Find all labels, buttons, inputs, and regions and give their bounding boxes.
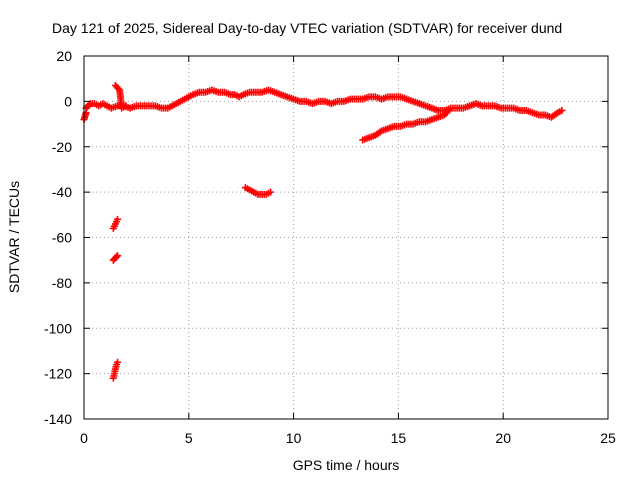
data-points (80, 81, 566, 382)
series-cluster-B (109, 252, 122, 264)
data-point (443, 108, 451, 116)
data-point (558, 106, 566, 114)
x-tick-label: 15 (391, 430, 407, 446)
x-tick-label: 25 (600, 430, 616, 446)
data-point (85, 101, 93, 109)
series-cluster-A (109, 215, 122, 232)
y-tick-label: -120 (44, 366, 72, 382)
x-tick-label: 0 (80, 430, 88, 446)
data-point (112, 253, 120, 261)
axis-ticks (83, 55, 609, 420)
data-point (122, 102, 130, 110)
x-tick-label: 20 (495, 430, 511, 446)
series-main-trace (82, 86, 566, 121)
data-point (267, 188, 275, 196)
y-tick-label: -40 (52, 184, 72, 200)
y-tick-label: -140 (44, 411, 72, 427)
y-axis-label: SDTVAR / TECUs (6, 181, 22, 293)
series-cluster-C (109, 358, 122, 382)
data-point (114, 215, 122, 223)
x-axis-label: GPS time / hours (293, 457, 400, 473)
y-tick-label: -100 (44, 320, 72, 336)
y-tick-label: 0 (64, 93, 72, 109)
y-tick-label: -80 (52, 275, 72, 291)
chart-title: Day 121 of 2025, Sidereal Day-to-day VTE… (52, 20, 562, 36)
data-point (114, 85, 122, 93)
y-tick-label: 20 (56, 48, 72, 64)
data-point (445, 106, 453, 114)
x-tick-labels: 0 5 10 15 20 25 (80, 430, 616, 446)
series-descending-arc (359, 106, 453, 144)
series-dip-near-8h (241, 184, 275, 198)
data-point (114, 358, 122, 366)
x-tick-label: 5 (185, 430, 193, 446)
y-tick-label: -20 (52, 139, 72, 155)
data-point (114, 252, 122, 260)
grid (84, 56, 608, 419)
series-early-start (80, 81, 130, 124)
y-tick-labels: 20 0 -20 -40 -60 -80 -100 -120 -140 (44, 48, 72, 427)
x-tick-label: 10 (286, 430, 302, 446)
y-tick-label: -60 (52, 230, 72, 246)
